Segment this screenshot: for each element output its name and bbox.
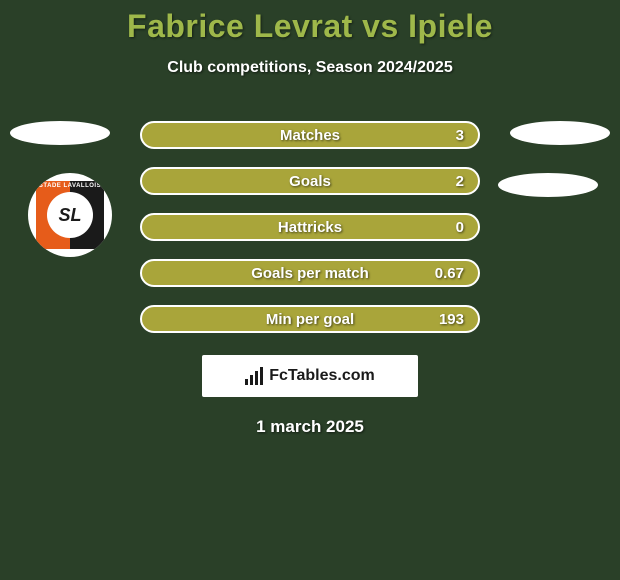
stat-bar-hattricks: Hattricks 0	[140, 213, 480, 241]
stat-value: 0	[456, 219, 464, 236]
decorative-ellipse-left	[10, 121, 110, 145]
stat-bar-min-per-goal: Min per goal 193	[140, 305, 480, 333]
stat-bar-goals-per-match: Goals per match 0.67	[140, 259, 480, 287]
page-title: Fabrice Levrat vs Ipiele	[0, 8, 620, 45]
stat-label: Min per goal	[266, 311, 354, 328]
stat-label: Hattricks	[278, 219, 342, 236]
subtitle: Club competitions, Season 2024/2025	[0, 59, 620, 77]
decorative-ellipse-right-2	[498, 173, 598, 197]
stat-bar-goals: Goals 2	[140, 167, 480, 195]
stat-value: 193	[439, 311, 464, 328]
stats-area: STADE LAVALLOIS SL Matches 3 Goals 2 Hat…	[0, 121, 620, 437]
stat-value: 2	[456, 173, 464, 190]
stat-value: 0.67	[435, 265, 464, 282]
stat-label: Goals	[289, 173, 331, 190]
decorative-ellipse-right-1	[510, 121, 610, 145]
badge-center-text: SL	[47, 192, 93, 238]
footer-brand-text: FcTables.com	[269, 367, 375, 385]
stat-bars: Matches 3 Goals 2 Hattricks 0 Goals per …	[140, 121, 480, 333]
stat-label: Matches	[280, 127, 340, 144]
chart-icon	[245, 367, 263, 385]
footer-brand-box: FcTables.com	[202, 355, 418, 397]
infographic-container: Fabrice Levrat vs Ipiele Club competitio…	[0, 0, 620, 437]
club-badge: STADE LAVALLOIS SL	[28, 173, 112, 257]
badge-top-text: STADE LAVALLOIS	[36, 183, 104, 189]
stat-bar-matches: Matches 3	[140, 121, 480, 149]
stat-label: Goals per match	[251, 265, 369, 282]
date-text: 1 march 2025	[0, 417, 620, 437]
stat-value: 3	[456, 127, 464, 144]
badge-inner: STADE LAVALLOIS SL	[36, 181, 104, 249]
